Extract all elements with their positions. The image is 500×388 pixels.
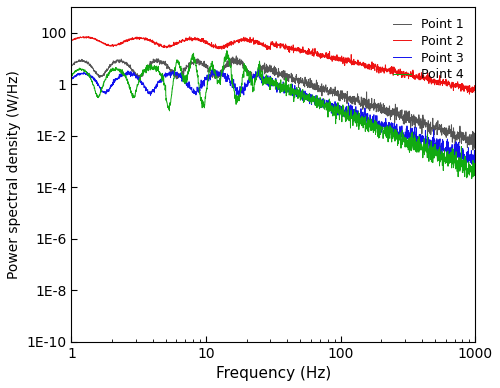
Legend: Point 1, Point 2, Point 3, Point 4: Point 1, Point 2, Point 3, Point 4 [388, 13, 469, 87]
Point 4 [224, 57, 230, 61]
Line: Point 3: Point 3 [72, 67, 475, 165]
Point 4 [472, 177, 478, 182]
Point 2 [466, 92, 472, 97]
Point 2 [224, 42, 230, 47]
Point 1 [138, 73, 144, 77]
Point 1 [68, 63, 74, 68]
Point 4 [241, 61, 247, 66]
Point 2 [464, 85, 470, 90]
Point 4 [68, 74, 74, 79]
Point 1 [241, 66, 247, 71]
Point 3 [421, 143, 427, 148]
Point 1 [233, 54, 239, 58]
Y-axis label: Power spectral density (W/Hz): Power spectral density (W/Hz) [7, 70, 21, 279]
Line: Point 2: Point 2 [72, 37, 475, 94]
Point 2 [186, 35, 192, 39]
Point 2 [241, 38, 247, 43]
Point 2 [68, 38, 74, 42]
Point 3 [224, 74, 230, 79]
Point 4 [421, 137, 427, 141]
Line: Point 1: Point 1 [72, 56, 475, 150]
Point 1 [470, 148, 476, 152]
Point 3 [68, 78, 74, 83]
Point 2 [138, 36, 144, 40]
Point 3 [138, 82, 144, 87]
Point 1 [464, 135, 470, 139]
Point 1 [421, 121, 427, 126]
Point 2 [472, 87, 478, 92]
Point 1 [472, 135, 478, 140]
Point 2 [114, 43, 120, 47]
Point 4 [114, 68, 120, 73]
Point 1 [224, 62, 230, 66]
Point 1 [114, 59, 120, 63]
Point 4 [464, 167, 470, 171]
X-axis label: Frequency (Hz): Frequency (Hz) [216, 366, 331, 381]
Point 3 [471, 163, 477, 168]
Point 3 [472, 157, 478, 161]
Point 4 [138, 71, 144, 76]
Point 3 [241, 86, 247, 91]
Point 4 [224, 48, 230, 53]
Point 2 [421, 75, 427, 80]
Point 3 [256, 65, 262, 69]
Line: Point 4: Point 4 [72, 51, 475, 180]
Point 3 [464, 157, 470, 161]
Point 3 [114, 77, 120, 82]
